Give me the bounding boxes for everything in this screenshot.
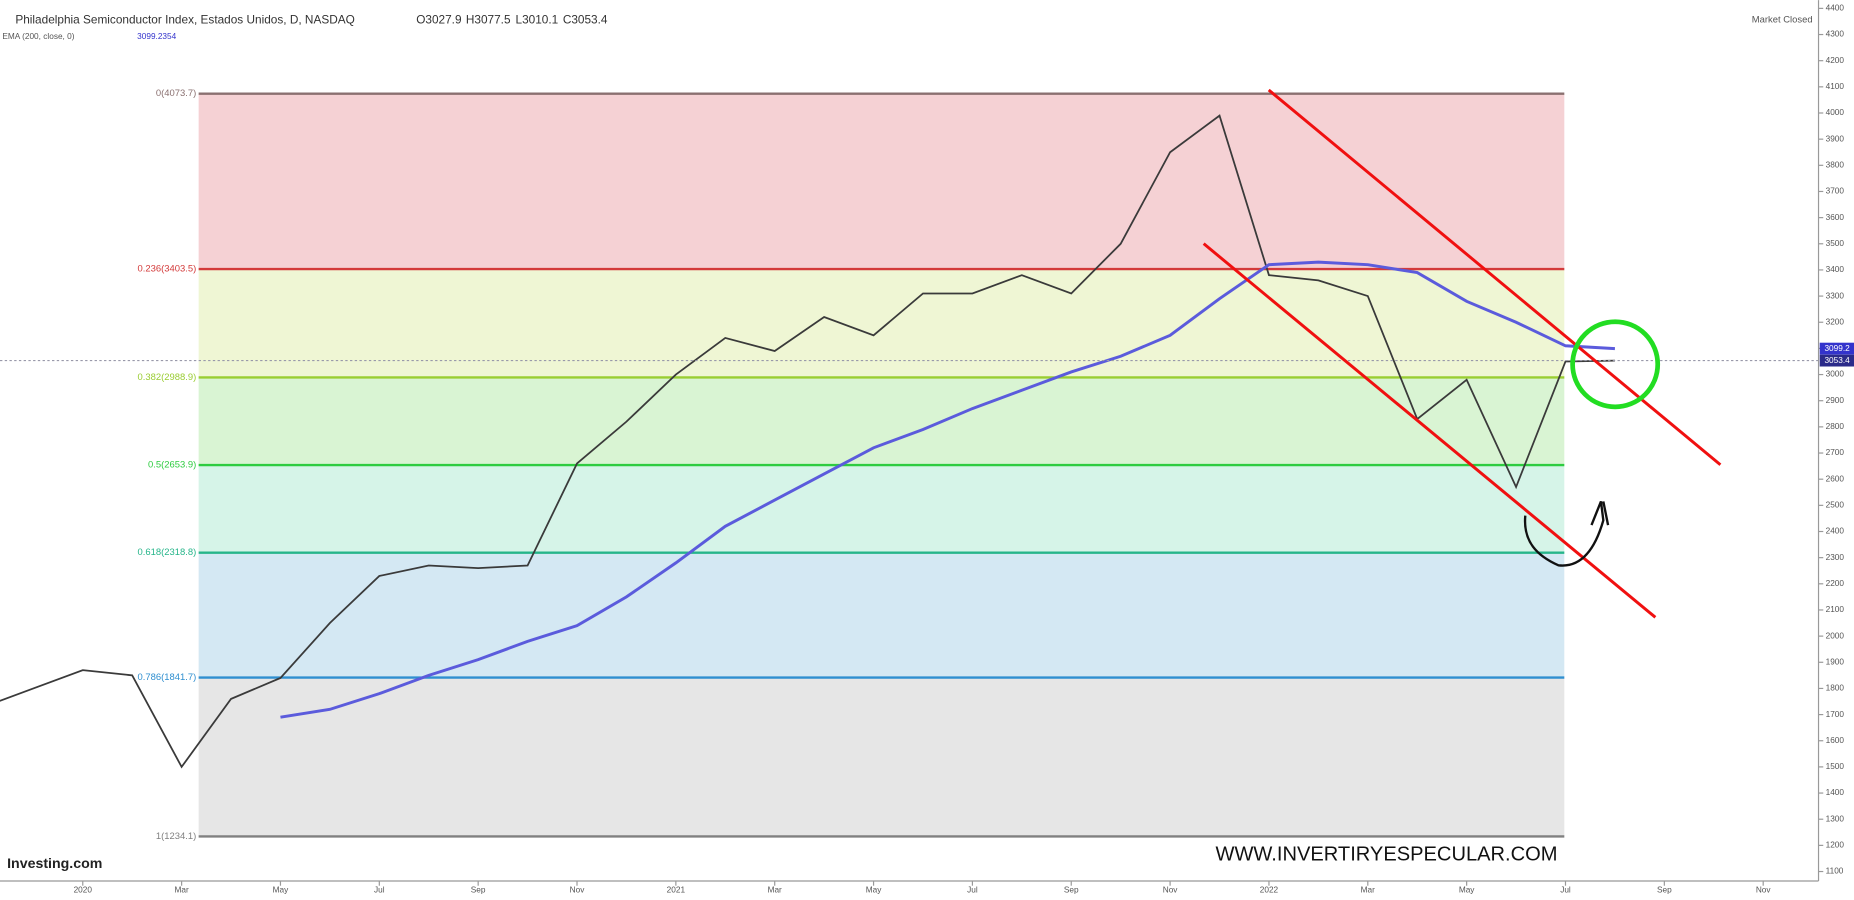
y-tick-label: 3600 — [1826, 213, 1845, 222]
y-tick-label: 1300 — [1826, 814, 1845, 823]
price-badge-label: 3053.4 — [1824, 356, 1850, 365]
x-tick-label: Sep — [471, 886, 486, 895]
y-tick-label: 3800 — [1826, 160, 1845, 169]
y-tick-label: 2500 — [1826, 501, 1845, 510]
fib-label: 0.236(3403.5) — [137, 264, 196, 275]
x-tick-label: Nov — [570, 886, 586, 895]
x-tick-label: Jul — [1560, 886, 1571, 895]
y-tick-label: 1800 — [1826, 684, 1845, 693]
ohlc: C3053.4 — [563, 12, 608, 26]
y-tick-label: 1400 — [1826, 788, 1845, 797]
y-tick-label: 1100 — [1826, 867, 1844, 876]
x-tick-label: May — [273, 886, 289, 895]
y-tick-label: 2200 — [1826, 579, 1845, 588]
highlight-circle — [1570, 319, 1661, 410]
x-tick-label: Nov — [1163, 886, 1179, 895]
indicator: EMA (200, close, 0) — [2, 32, 74, 41]
x-tick-label: May — [866, 886, 882, 895]
indicator-value: 3099.2354 — [137, 32, 176, 41]
x-tick-label: Mar — [768, 886, 782, 895]
logo: Investing.com — [7, 856, 102, 872]
y-tick-label: 3400 — [1826, 265, 1845, 274]
price-badge — [1819, 342, 1854, 355]
y-tick-label: 4000 — [1826, 108, 1845, 117]
x-tick-label: Sep — [1064, 886, 1079, 895]
y-tick-label: 3300 — [1826, 291, 1845, 300]
fib-label: 0.5(2653.9) — [148, 460, 196, 471]
fib-label: 1(1234.1) — [156, 831, 196, 842]
y-tick-label: 1200 — [1826, 841, 1845, 850]
y-tick-label: 3000 — [1826, 370, 1845, 379]
channel-lower — [1202, 242, 1657, 619]
fib-zone — [198, 465, 1565, 553]
y-tick-label: 1600 — [1826, 736, 1845, 745]
y-tick-label: 1500 — [1826, 762, 1845, 771]
series-line — [0, 114, 1615, 769]
plot — [0, 114, 1819, 769]
x-tick-label: 2020 — [74, 886, 93, 895]
fib-zone — [198, 269, 1565, 378]
y-tick-label: 1700 — [1826, 710, 1845, 719]
x-tick-label: Sep — [1657, 886, 1672, 895]
y-tick-label: 2300 — [1826, 553, 1845, 562]
fib-zones: 0(4073.7) 0.236(3403.5) 0.382(2988.9) 0.5(2… — [137, 88, 1565, 842]
ohlc: L3010.1 — [516, 12, 559, 26]
fib-zone — [198, 552, 1565, 678]
market-status: Market Closed — [1752, 15, 1813, 26]
series-line — [280, 260, 1616, 719]
y-tick-label: 1900 — [1826, 657, 1845, 666]
y-tick-label: 3700 — [1826, 187, 1845, 196]
price-badge — [1819, 354, 1854, 367]
y-tick-label: 2600 — [1826, 474, 1845, 483]
y-tick-label: 2800 — [1826, 422, 1845, 431]
x-tick-label: Mar — [174, 886, 188, 895]
fib-zone — [198, 93, 1565, 270]
y-tick-label: 2700 — [1826, 448, 1845, 457]
y-tick-label: 4100 — [1826, 82, 1845, 91]
x-tick-label: Jul — [967, 886, 978, 895]
x-tick-label: 2021 — [667, 886, 686, 895]
ohlc: H3077.5 — [466, 12, 511, 26]
title: Philadelphia Semiconductor Index, Estado… — [15, 12, 354, 26]
arrow-doodle — [1523, 500, 1610, 567]
y-tick-label: 3900 — [1826, 134, 1845, 143]
fib-zone — [198, 377, 1565, 466]
y-tick-label: 2900 — [1826, 396, 1845, 405]
x-tick-label: May — [1459, 886, 1475, 895]
fib-label: 0.382(2988.9) — [137, 372, 196, 383]
x-tick-label: Mar — [1361, 886, 1375, 895]
watermark: WWW.INVERTIRYESPECULAR.COM — [1216, 843, 1558, 865]
y-tick-label: 4400 — [1826, 4, 1845, 13]
price-badge-label: 3099.2 — [1824, 344, 1850, 353]
y-tick-label: 3500 — [1826, 239, 1845, 248]
fib-label: 0.786(1841.7) — [137, 672, 196, 683]
fib-label: 0.618(2318.8) — [137, 547, 196, 558]
ohlc: O3027.9 — [416, 12, 462, 26]
y-tick-label: 3200 — [1826, 317, 1845, 326]
x-tick-label: Nov — [1756, 886, 1772, 895]
y-tick-label: 2100 — [1826, 605, 1845, 614]
x-tick-label: Jul — [374, 886, 385, 895]
y-tick-label: 4300 — [1826, 30, 1845, 39]
y-tick-label: 4200 — [1826, 56, 1845, 65]
x-tick-label: 2022 — [1260, 886, 1279, 895]
channel-upper — [1267, 88, 1722, 466]
y-tick-label: 2000 — [1826, 631, 1845, 640]
y-tick-label: 2400 — [1826, 527, 1845, 536]
fib-label: 0(4073.7) — [156, 88, 196, 99]
fib-zone — [198, 677, 1565, 837]
